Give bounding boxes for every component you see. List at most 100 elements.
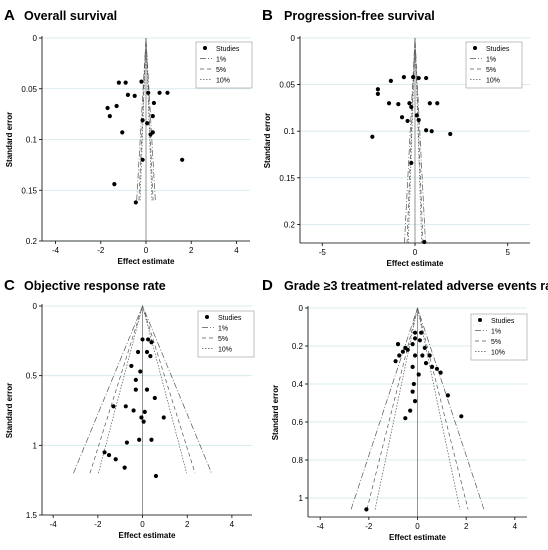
study-point [386, 101, 392, 106]
study-point [152, 395, 157, 401]
study-point [111, 404, 116, 409]
study-point [112, 182, 117, 187]
legend-marker-studies [473, 46, 477, 50]
y-tick-label: 0.2 [292, 342, 304, 351]
study-point [422, 345, 427, 350]
y-tick-label: 0.2 [26, 237, 38, 246]
x-tick-label: 0 [144, 246, 149, 255]
panel-letter: B [262, 7, 273, 24]
legend-label: 1% [216, 57, 226, 64]
y-tick-label: 0 [33, 34, 38, 43]
y-tick-label: 0.8 [292, 456, 304, 465]
study-point [150, 114, 155, 119]
legend-label: 5% [491, 339, 501, 346]
study-point [139, 415, 144, 420]
study-point [429, 129, 434, 134]
x-tick-label: -4 [52, 246, 60, 255]
study-point [396, 102, 401, 107]
funnel-line-1pct [404, 37, 426, 244]
study-point [430, 364, 435, 369]
study-point [139, 79, 144, 84]
y-tick-label: 0.1 [26, 136, 38, 145]
y-axis-title: Standard error [5, 383, 14, 439]
study-point [123, 404, 128, 409]
study-point [416, 372, 421, 377]
y-tick-label: 0 [299, 304, 304, 313]
funnel-line-10pct [98, 304, 187, 474]
study-point [412, 353, 418, 358]
study-point [401, 75, 406, 80]
legend-label: 10% [491, 350, 505, 357]
x-axis-title: Effect estimate [387, 259, 444, 268]
study-point [129, 363, 134, 369]
y-tick-label: 0.2 [284, 220, 296, 229]
study-point [149, 340, 154, 345]
study-point [161, 415, 166, 420]
study-point [438, 370, 443, 375]
study-point [424, 128, 429, 133]
funnel-plot-panel-d: D Grade ≥3 treatment-related adverse even… [262, 277, 548, 542]
study-point [417, 338, 423, 343]
study-point [412, 330, 418, 335]
study-point [375, 91, 381, 97]
study-point [388, 78, 393, 83]
funnel-line-10pct [374, 307, 461, 510]
study-point [145, 121, 150, 126]
y-tick-label: 0.05 [279, 81, 295, 90]
study-point [141, 419, 146, 424]
legend-label: 5% [216, 67, 226, 74]
funnel-plot-panel-c: C Objective response rate 0 0.5 1 1.5 -4 -2 0 2 4 E… [4, 277, 255, 540]
x-tick-label: 0 [140, 520, 145, 529]
study-point [120, 130, 125, 135]
study-point [410, 364, 415, 369]
study-point [410, 389, 415, 394]
funnel-plot-panel-a: A Overall survival 0 0.05 0.1 0.15 0.2 -4 -2 0 2 4 E… [4, 7, 253, 266]
panel-title: Grade ≥3 treatment-related adverse event… [284, 279, 548, 293]
panel-letter: C [4, 277, 15, 294]
study-point [407, 101, 412, 106]
y-tick-label: 0.4 [292, 380, 304, 389]
study-point [411, 75, 416, 80]
legend-marker-studies [478, 318, 482, 322]
study-point [157, 90, 162, 95]
panel-letter: D [262, 277, 273, 294]
x-tick-label: -2 [94, 520, 102, 529]
study-point [412, 336, 418, 341]
study-point [448, 131, 453, 137]
study-point [133, 377, 138, 382]
study-point [151, 100, 157, 106]
study-point [131, 408, 136, 413]
legend-marker-studies [205, 315, 209, 319]
study-point [137, 437, 142, 442]
study-point [140, 157, 145, 162]
study-point [125, 92, 131, 97]
study-point [116, 80, 121, 85]
x-tick-label: 2 [185, 520, 190, 529]
study-point [445, 393, 451, 398]
x-tick-label: 5 [506, 248, 511, 257]
y-tick-label: 0.5 [26, 372, 38, 381]
y-tick-label: 1.5 [26, 511, 38, 520]
study-point [423, 361, 429, 366]
legend-label: Studies [216, 46, 240, 53]
study-point [414, 113, 419, 118]
study-point [410, 342, 415, 347]
panel-title: Progression-free survival [284, 9, 435, 23]
study-point [146, 90, 151, 95]
legend-label: Studies [491, 318, 515, 325]
legend-label: 1% [486, 57, 496, 64]
study-point [397, 353, 402, 358]
study-point [422, 239, 427, 245]
study-point [459, 414, 464, 419]
study-point [144, 349, 150, 355]
study-point [124, 440, 129, 445]
study-point [412, 399, 418, 404]
study-point [149, 437, 154, 442]
study-point [142, 409, 147, 414]
study-point [427, 353, 432, 358]
x-tick-label: 2 [189, 246, 194, 255]
study-point [393, 359, 398, 364]
study-point [107, 114, 112, 119]
study-point [133, 200, 138, 205]
